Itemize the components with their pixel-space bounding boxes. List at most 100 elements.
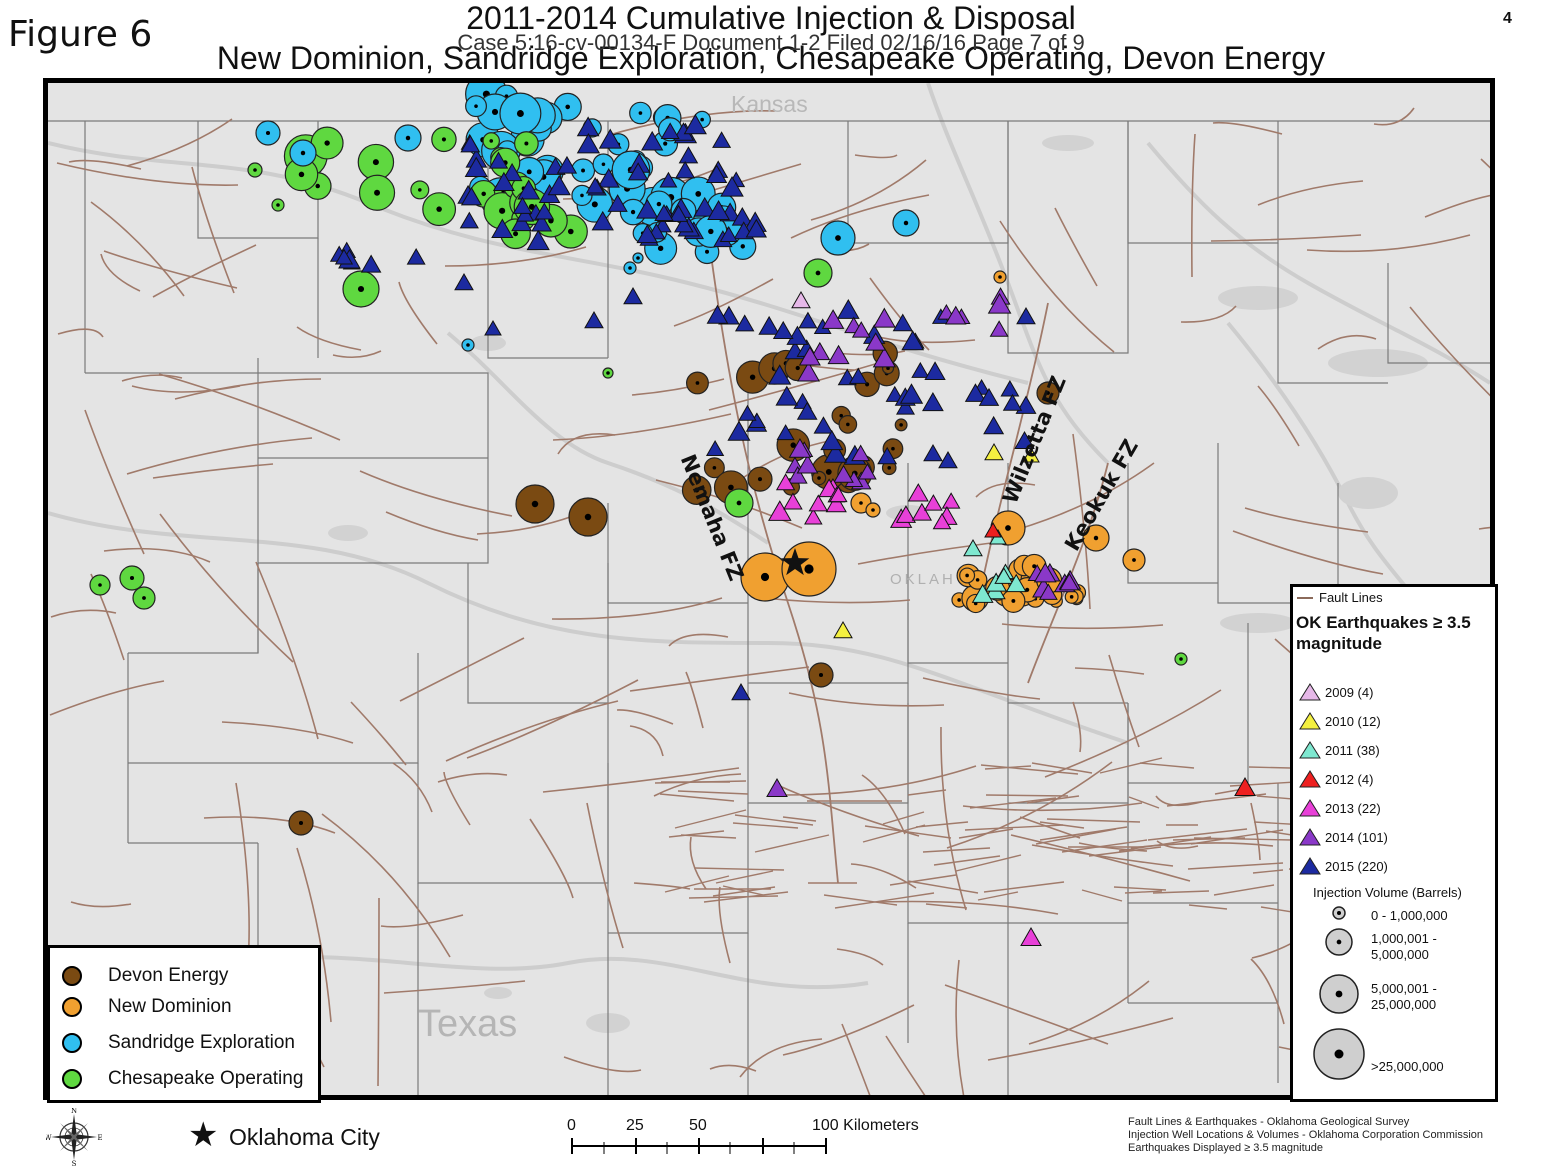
- earthquake-marker: [511, 212, 533, 232]
- earthquake-marker: [454, 272, 474, 291]
- year-label: 2015 (220): [1325, 858, 1388, 874]
- fault-line: [616, 709, 674, 725]
- page-number: 4: [1503, 10, 1512, 27]
- fault-line: [722, 885, 764, 896]
- injection-well: [993, 270, 1007, 284]
- legend-item-chesapeake: Chesapeake Operating: [62, 1067, 303, 1091]
- earthquake-marker: [872, 346, 897, 368]
- map-title-line-2: New Dominion, Sandridge Exploration, Che…: [216, 40, 1326, 76]
- earthquake-year-2011: 2011 (38): [1299, 739, 1380, 761]
- triangle-icon: [1299, 799, 1321, 817]
- fault-line: [90, 201, 185, 297]
- fault-line: [332, 350, 382, 359]
- county-boundary: [1277, 243, 1388, 384]
- earthquake-marker: [821, 309, 845, 329]
- earthquake-marker: [775, 385, 799, 406]
- earthquake-marker: [899, 383, 924, 404]
- fault-line: [922, 677, 1041, 700]
- scale-label-100: 100 Kilometers: [812, 1117, 919, 1134]
- county-boundary: [907, 463, 1008, 664]
- fault-line: [688, 895, 779, 899]
- injection-well: [247, 162, 263, 178]
- injection-well: [514, 131, 539, 156]
- fault-line: [191, 166, 235, 294]
- injection-size-swatch-3: [1319, 974, 1359, 1014]
- earthquake-marker: [963, 538, 983, 557]
- earthquake-year-2012: 2012 (4): [1299, 768, 1373, 790]
- fault-line: [810, 159, 927, 221]
- county-boundary: [1127, 623, 1249, 784]
- fault-line: [694, 867, 785, 871]
- legend-label: Chesapeake Operating: [108, 1068, 304, 1089]
- fault-line: [84, 409, 145, 555]
- legend-label: Sandridge Exploration: [108, 1032, 295, 1053]
- scale-bar: [571, 1138, 827, 1154]
- fault-line: [1108, 654, 1140, 748]
- fault-line: [296, 326, 362, 351]
- compass-s: S: [72, 1160, 77, 1166]
- earthquake-marker: [971, 583, 994, 603]
- injection-class-label: 0 - 1,000,000: [1371, 908, 1448, 923]
- fault-line: [763, 597, 911, 604]
- fault-line: [975, 482, 1036, 498]
- fault-line: [1156, 840, 1199, 849]
- injection-well: [132, 586, 156, 610]
- earthquake-marker: [983, 415, 1005, 435]
- earthquake-marker: [923, 443, 943, 462]
- fault-line: [359, 470, 513, 517]
- earthquake-marker: [911, 361, 930, 378]
- fault-line: [551, 597, 723, 620]
- compass-rose-icon: N S W E: [46, 1108, 102, 1166]
- fault-line: [680, 834, 737, 839]
- fault-line: [159, 513, 294, 663]
- earthquake-marker: [460, 186, 483, 206]
- fault-line: [1152, 890, 1210, 894]
- earthquake-marker: [858, 463, 877, 480]
- earthquake-legend-title: OK Earthquakes ≥ 3.5 magnitude: [1296, 613, 1471, 653]
- fault-line: [907, 789, 947, 796]
- earthquake-year-2010: 2010 (12): [1299, 710, 1381, 732]
- fault-line: [889, 874, 957, 886]
- earthquake-marker: [597, 168, 620, 188]
- fault-line: [321, 813, 451, 958]
- fault-line: [557, 433, 616, 455]
- earthquake-marker: [907, 483, 929, 502]
- earthquake-marker: [512, 196, 533, 214]
- fault-line: [399, 637, 525, 702]
- fault-line: [854, 154, 898, 159]
- fault-line: [1232, 530, 1384, 575]
- earthquake-year-2015: 2015 (220): [1299, 855, 1388, 877]
- earthquake-marker: [731, 682, 751, 701]
- earthquake-marker: [636, 224, 659, 244]
- injection-well: [288, 810, 314, 836]
- earthquake-marker: [964, 383, 987, 402]
- injection-well: [747, 466, 773, 492]
- river: [1146, 141, 1490, 385]
- earthquake-marker: [813, 416, 834, 434]
- earthquake-marker: [895, 505, 917, 523]
- earthquake-marker: [406, 247, 426, 265]
- injection-well: [1082, 524, 1110, 552]
- fault-line: [131, 385, 241, 393]
- fault-line: [879, 900, 1059, 915]
- fault-line: [221, 721, 354, 744]
- injection-well: [632, 252, 644, 264]
- fault-line: [739, 1038, 823, 1078]
- map-title-line-1: 2011-2014 Cumulative Injection & Disposa…: [466, 0, 1076, 36]
- fault-line: [1244, 507, 1369, 533]
- injection-class-label: >25,000,000: [1371, 1059, 1444, 1074]
- earthquake-marker: [464, 156, 488, 177]
- fault-line: [542, 767, 740, 793]
- injection-size-swatch-2: [1325, 928, 1353, 956]
- legend-item-sandridge: Sandridge Exploration: [62, 1031, 295, 1055]
- injection-well: [959, 567, 976, 584]
- kansas-label: Kansas: [731, 91, 808, 117]
- triangle-icon: [1299, 828, 1321, 846]
- earthquake-marker: [517, 179, 541, 200]
- fault-line: [864, 825, 952, 839]
- fault-line: [1081, 889, 1123, 902]
- injection-well: [289, 139, 317, 167]
- injection-well: [89, 574, 111, 596]
- fault-line: [709, 1064, 757, 1072]
- credit-line: Fault Lines & Earthquakes - Oklahoma Geo…: [1128, 1116, 1410, 1128]
